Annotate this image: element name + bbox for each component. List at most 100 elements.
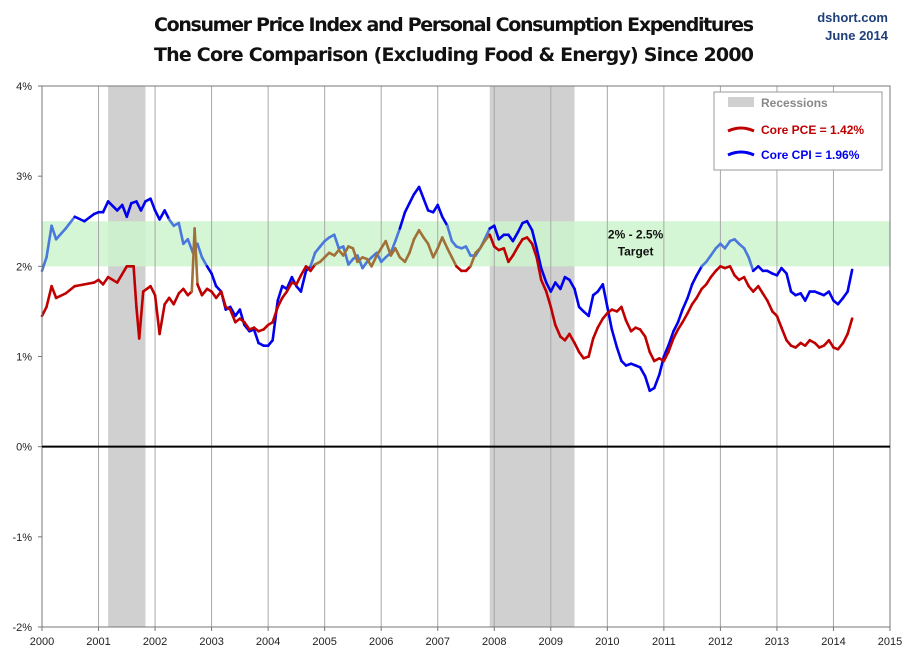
- cpi-line-segment: [45, 224, 53, 259]
- pce-line-segment: [271, 305, 280, 324]
- x-tick-label: 2004: [256, 636, 280, 648]
- chart-title-line-1: Consumer Price Index and Personal Consum…: [154, 14, 754, 36]
- pce-line-segment: [681, 311, 689, 324]
- cpi-line-segment: [440, 215, 449, 228]
- pce-line-segment: [672, 328, 680, 340]
- x-tick-label: 2001: [86, 636, 110, 648]
- pce-line-segment: [193, 227, 199, 286]
- pce-line-segment: [417, 228, 425, 239]
- cpi-line-segment: [690, 274, 698, 286]
- cpi-line-segment: [610, 328, 619, 349]
- pce-line-segment: [836, 341, 845, 351]
- cpi-line-segment: [549, 281, 557, 293]
- legend-pce-swatch: [727, 126, 755, 133]
- pce-line-segment: [403, 251, 411, 264]
- pce-line-segment: [285, 281, 294, 293]
- cpi-line-segment: [50, 224, 58, 241]
- cpi-line-segment: [695, 265, 704, 277]
- cpi-line-segment: [836, 296, 845, 306]
- pce-line-segment: [643, 335, 652, 354]
- target-band-label-line-1: 2% - 2.5%: [608, 227, 664, 241]
- cpi-line-segment: [285, 275, 294, 291]
- cpi-line-segment: [313, 245, 322, 255]
- cpi-line-segment: [149, 197, 157, 212]
- cpi-line-segment: [356, 254, 364, 270]
- pce-line-segment: [342, 245, 350, 257]
- cpi-line-segment: [299, 269, 308, 293]
- pce-line-segment: [384, 239, 393, 257]
- cpi-line-segment: [530, 228, 538, 250]
- pce-line-segment: [83, 281, 96, 286]
- chart-legend: Recessions Core PCE = 1.42% Core CPI = 1…: [713, 91, 883, 171]
- pce-line-segment: [624, 319, 633, 333]
- pce-line-segment: [827, 338, 835, 349]
- pce-line-segment: [568, 332, 576, 345]
- cpi-line-segment: [742, 247, 750, 259]
- pce-line-segment: [539, 278, 548, 293]
- y-tick-label: 4%: [16, 81, 32, 93]
- series-lines: [40, 185, 854, 393]
- pce-line-segment: [742, 275, 750, 288]
- pce-line-segment: [530, 242, 538, 259]
- pce-line-segment: [620, 305, 628, 322]
- legend-recession-swatch: [728, 97, 754, 107]
- pce-line-segment: [45, 284, 53, 309]
- pce-line-segment: [50, 284, 58, 300]
- cpi-line-segment: [342, 245, 350, 266]
- cpi-line-segment: [205, 265, 213, 275]
- x-tick-label: 2012: [708, 636, 732, 648]
- x-axis-ticks: 2000 2001 2002 2003 2004 2005 2006 2007 2008 2009…: [30, 627, 902, 648]
- pce-line-segment: [172, 292, 181, 306]
- cpi-line-segment: [332, 233, 341, 250]
- cpi-line-segment: [200, 256, 209, 268]
- y-tick-label: 1%: [16, 352, 32, 364]
- plot-background: [42, 86, 890, 627]
- cpi-line-segment: [662, 344, 670, 358]
- cpi-line-segment: [464, 245, 472, 257]
- cpi-line-segment: [153, 209, 161, 221]
- pce-line-segment: [728, 265, 736, 277]
- credit-site: dshort.com: [817, 10, 888, 25]
- pce-line-segment: [841, 332, 849, 345]
- pce-line-segment: [408, 237, 416, 255]
- pce-line-segment: [478, 239, 486, 250]
- shaded-regions: [42, 86, 890, 627]
- pce-line-segment: [775, 314, 783, 329]
- cpi-line-segment: [398, 210, 407, 230]
- pce-line-segment: [502, 247, 510, 264]
- pce-line-segment: [544, 290, 553, 309]
- plot-area: [42, 86, 890, 627]
- cpi-line-segment: [186, 237, 195, 255]
- cpi-line-segment: [643, 375, 652, 393]
- cpi-line-segment: [40, 256, 48, 273]
- pce-line-segment: [638, 328, 647, 338]
- cpi-line-segment: [54, 227, 68, 241]
- pce-line-segment: [141, 284, 152, 293]
- target-band-label-line-2: Target: [618, 244, 654, 258]
- pce-line-segment: [440, 236, 449, 250]
- cpi-line-segment: [525, 219, 534, 232]
- x-tick-label: 2009: [539, 636, 563, 648]
- pce-line-segment: [676, 320, 684, 331]
- pce-line-segment: [756, 284, 765, 295]
- pce-line-segment: [219, 290, 228, 309]
- cpi-line-segment: [686, 283, 694, 300]
- x-tick-label: 2015: [878, 636, 902, 648]
- pce-line-segment: [780, 326, 788, 342]
- cpi-line-segment: [535, 247, 543, 270]
- cpi-line-segment: [422, 197, 430, 212]
- pce-line-segment: [667, 337, 675, 354]
- cpi-line-segment: [210, 272, 218, 288]
- pce-line-segment: [73, 283, 86, 288]
- pce-line-segment: [648, 350, 656, 363]
- cpi-line-segment: [436, 203, 444, 219]
- cpi-line-segment: [606, 305, 614, 331]
- cpi-line-segment: [615, 346, 623, 363]
- y-tick-label: 3%: [16, 171, 32, 183]
- pce-line-segment: [535, 256, 543, 282]
- x-tick-label: 2014: [821, 636, 845, 648]
- cpi-line-segment: [73, 215, 86, 223]
- cpi-line-segment: [276, 284, 284, 302]
- pce-line-segment: [469, 251, 477, 268]
- pce-line-segment: [54, 292, 68, 300]
